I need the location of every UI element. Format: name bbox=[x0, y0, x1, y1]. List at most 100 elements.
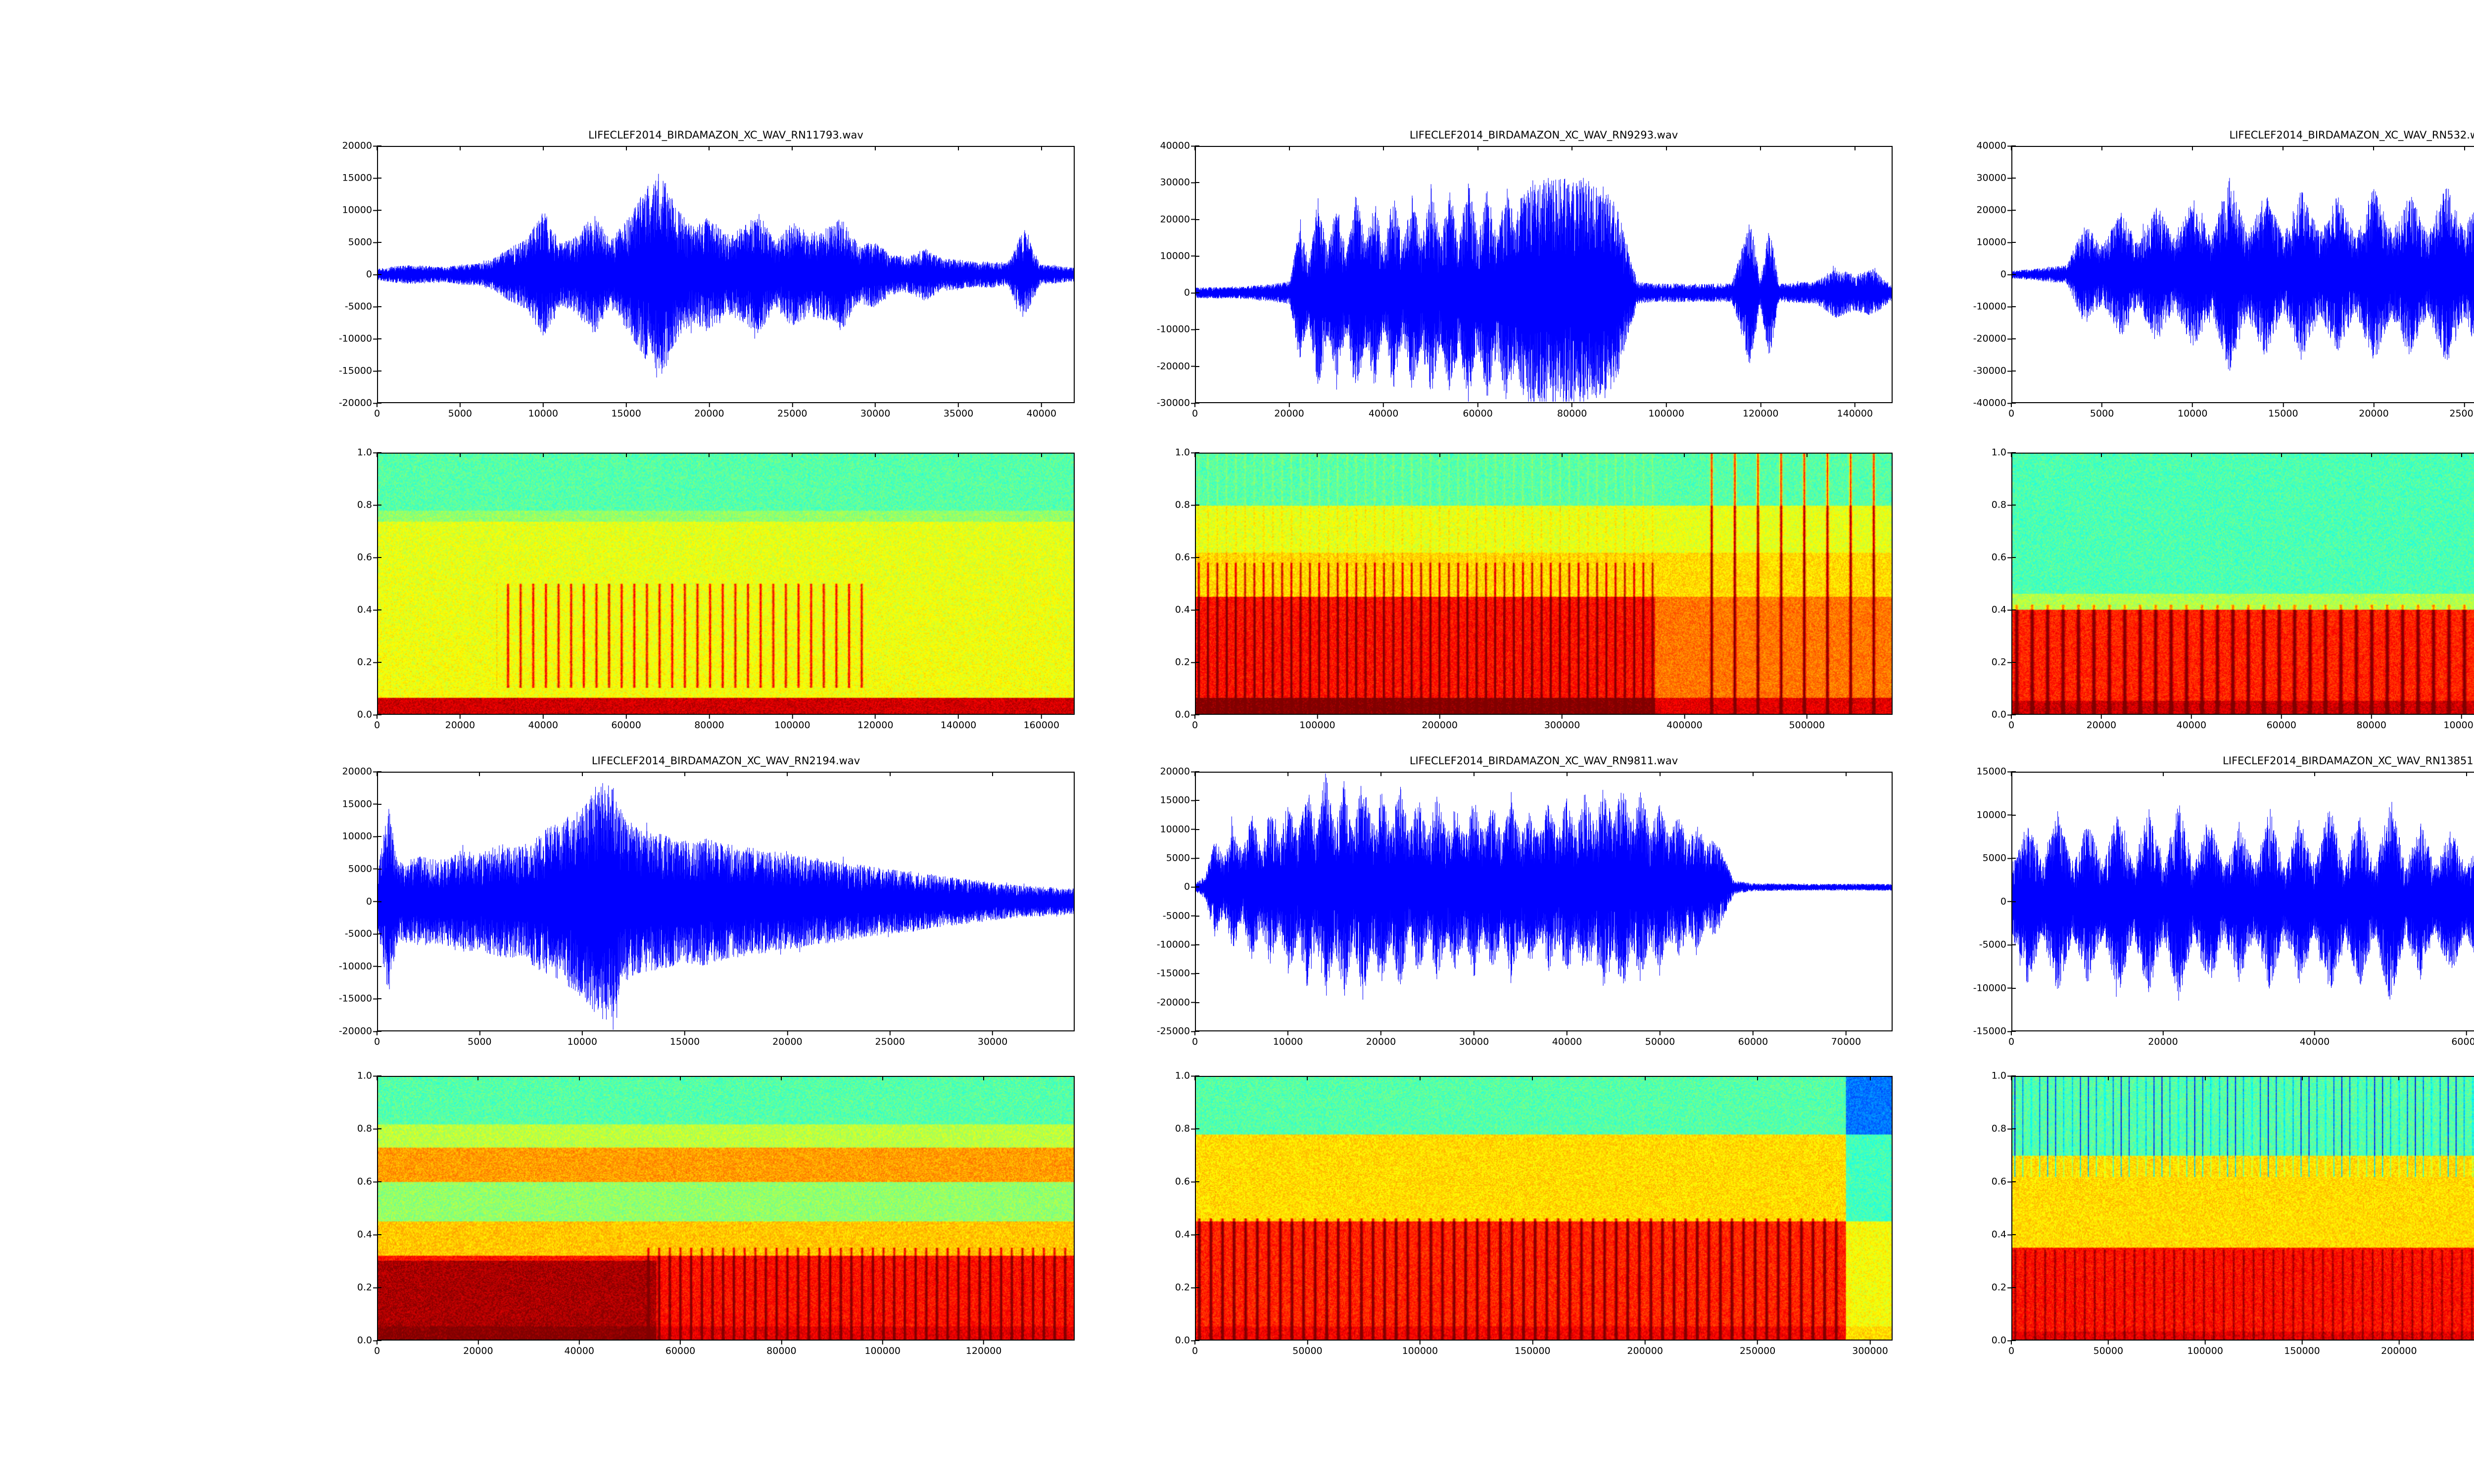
y-tick-mark bbox=[377, 306, 381, 307]
x-tick-label: 40000 bbox=[1027, 403, 1056, 418]
x-tick-label: 80000 bbox=[766, 1341, 796, 1356]
x-tick-label: 160000 bbox=[1024, 715, 1060, 730]
x-tick-mark bbox=[2371, 453, 2372, 457]
x-tick-label: 100000 bbox=[1402, 1341, 1438, 1356]
y-tick-mark bbox=[1195, 1128, 1199, 1129]
spectrogram-image bbox=[1196, 1077, 1892, 1340]
x-tick-label: 40000 bbox=[1369, 403, 1398, 418]
y-tick-mark bbox=[377, 662, 381, 663]
x-tick-mark bbox=[479, 772, 480, 776]
y-tick-label: 20000 bbox=[1977, 205, 2011, 215]
y-tick-label: 0.2 bbox=[1992, 1283, 2011, 1293]
y-tick-label: -40000 bbox=[1973, 398, 2011, 408]
waveform-axes bbox=[1195, 146, 1893, 403]
y-tick-mark bbox=[1195, 182, 1199, 184]
y-tick-mark bbox=[377, 505, 381, 506]
x-tick-label: 120000 bbox=[1743, 403, 1779, 418]
x-tick-mark bbox=[2011, 146, 2012, 150]
y-tick-label: 0.4 bbox=[1175, 605, 1195, 615]
y-tick-mark bbox=[1195, 858, 1199, 859]
y-tick-label: -10000 bbox=[1157, 325, 1195, 334]
y-tick-label: -5000 bbox=[345, 929, 377, 939]
x-tick-mark bbox=[2192, 146, 2193, 150]
y-tick-label: 0.6 bbox=[1175, 1177, 1195, 1187]
y-tick-label: 40000 bbox=[1977, 141, 2011, 151]
x-tick-label: 80000 bbox=[1557, 403, 1587, 418]
y-tick-mark bbox=[1195, 714, 1199, 715]
y-tick-label: 20000 bbox=[342, 767, 377, 777]
y-tick-mark bbox=[2011, 1181, 2016, 1182]
y-tick-mark bbox=[2011, 1287, 2016, 1288]
x-tick-label: 5000 bbox=[448, 403, 472, 418]
x-tick-label: 20000 bbox=[463, 1341, 493, 1356]
x-tick-label: 50000 bbox=[2093, 1341, 2123, 1356]
plot-panel: LIFECLEF2014_BIRDAMAZON_XC_WAV_RN13851.w… bbox=[1973, 755, 2474, 1047]
x-tick-label: 140000 bbox=[941, 715, 977, 730]
x-tick-mark bbox=[1757, 1076, 1759, 1080]
y-tick-label: 0.6 bbox=[1992, 1177, 2011, 1187]
y-tick-label: 0.8 bbox=[357, 500, 377, 510]
y-tick-mark bbox=[377, 1340, 381, 1341]
y-tick-label: 15000 bbox=[1160, 795, 1195, 805]
x-tick-mark bbox=[2373, 146, 2375, 150]
x-tick-label: 0 bbox=[1192, 403, 1198, 418]
x-tick-label: 60000 bbox=[2451, 1031, 2474, 1047]
waveform-trace bbox=[378, 147, 1074, 402]
y-tick-mark bbox=[377, 242, 381, 243]
y-tick-label: 0.0 bbox=[1992, 710, 2011, 720]
x-tick-mark bbox=[2162, 772, 2164, 776]
waveform-trace bbox=[1196, 773, 1892, 1030]
y-tick-mark bbox=[1195, 886, 1199, 888]
x-tick-label: 0 bbox=[374, 1031, 380, 1047]
x-tick-label: 50000 bbox=[1645, 1031, 1675, 1047]
x-tick-label: 300000 bbox=[1544, 715, 1580, 730]
x-tick-label: 40000 bbox=[2177, 715, 2206, 730]
x-tick-mark bbox=[2011, 1076, 2012, 1080]
y-tick-label: 10000 bbox=[342, 832, 377, 841]
y-tick-label: -20000 bbox=[1157, 998, 1195, 1007]
y-tick-label: -5000 bbox=[1163, 911, 1195, 921]
x-tick-mark bbox=[1380, 772, 1381, 776]
x-tick-mark bbox=[1041, 453, 1042, 457]
x-tick-mark bbox=[2283, 146, 2284, 150]
x-tick-mark bbox=[1439, 453, 1440, 457]
x-tick-mark bbox=[459, 146, 461, 150]
x-tick-label: 5000 bbox=[468, 1031, 491, 1047]
x-tick-mark bbox=[2107, 1076, 2109, 1080]
y-tick-mark bbox=[1195, 1234, 1199, 1235]
spectrogram-axes bbox=[2011, 453, 2474, 715]
y-tick-label: -20000 bbox=[339, 1026, 377, 1036]
x-tick-mark bbox=[2464, 146, 2465, 150]
y-tick-mark bbox=[377, 274, 381, 275]
waveform-axes bbox=[1195, 772, 1893, 1031]
y-tick-mark bbox=[2011, 210, 2016, 211]
plot-panel: 0 20000 40000 60000 80000 100000 120000 0.0 0.2 0… bbox=[357, 1071, 1075, 1356]
y-tick-mark bbox=[2011, 858, 2016, 859]
x-tick-mark bbox=[1194, 772, 1195, 776]
y-tick-label: 0.0 bbox=[1992, 1336, 2011, 1345]
y-tick-mark bbox=[2011, 338, 2016, 339]
plot-panel: LIFECLEF2014_BIRDAMAZON_XC_WAV_RN2194.wa… bbox=[339, 755, 1075, 1047]
y-tick-mark bbox=[1195, 944, 1199, 945]
x-tick-mark bbox=[542, 453, 544, 457]
y-tick-mark bbox=[2011, 662, 2016, 663]
x-tick-mark bbox=[1287, 772, 1288, 776]
plot-title: LIFECLEF2014_BIRDAMAZON_XC_WAV_RN532.wav bbox=[2229, 129, 2474, 141]
y-tick-label: -25000 bbox=[1157, 1026, 1195, 1036]
x-tick-label: 20000 bbox=[2359, 403, 2388, 418]
y-tick-label: 1.0 bbox=[357, 1071, 377, 1081]
y-tick-mark bbox=[1195, 973, 1199, 974]
x-tick-label: 0 bbox=[1192, 1341, 1198, 1356]
y-tick-mark bbox=[2011, 944, 2016, 945]
waveform-axes bbox=[2011, 772, 2474, 1031]
y-tick-mark bbox=[377, 1234, 381, 1235]
y-tick-mark bbox=[2011, 306, 2016, 307]
y-tick-label: -30000 bbox=[1157, 398, 1195, 408]
y-tick-mark bbox=[377, 966, 381, 967]
x-tick-mark bbox=[1474, 772, 1475, 776]
x-tick-mark bbox=[1571, 146, 1573, 150]
spectrogram-image bbox=[378, 454, 1074, 714]
x-tick-label: 30000 bbox=[978, 1031, 1007, 1047]
y-tick-mark bbox=[377, 452, 381, 453]
y-tick-label: -5000 bbox=[1979, 940, 2011, 950]
